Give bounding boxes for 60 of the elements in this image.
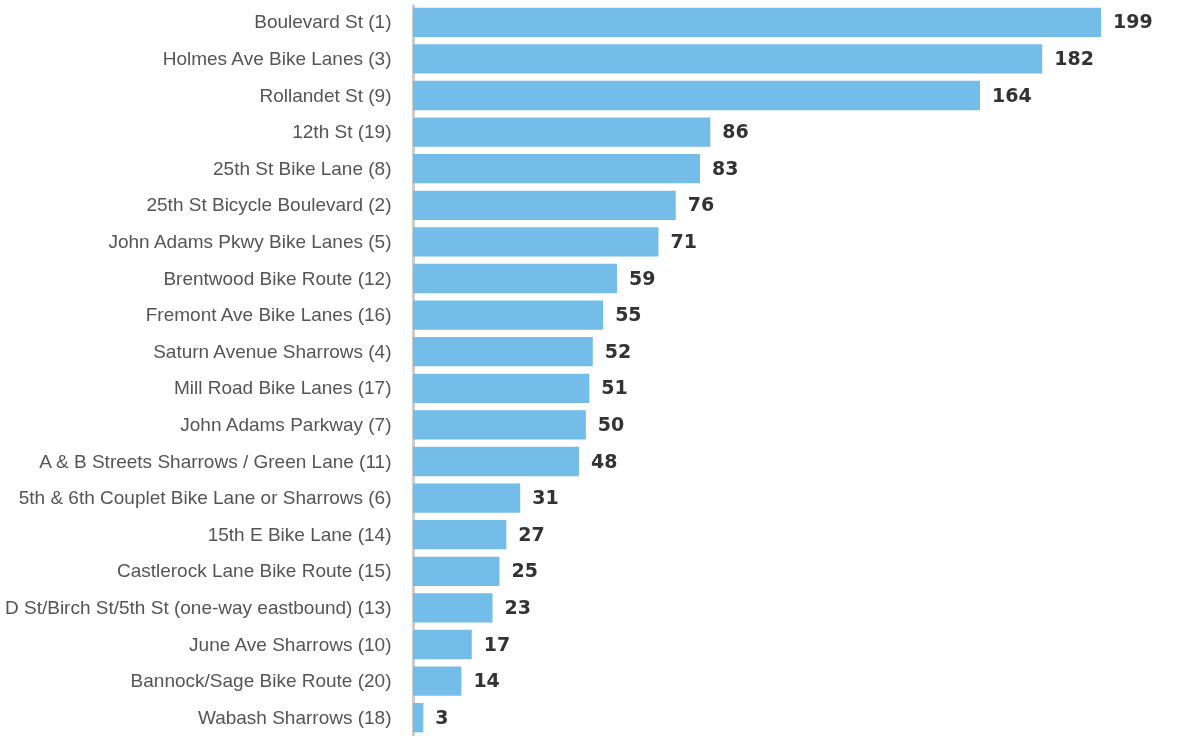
y-tick-label: June Ave Sharrows (10)	[189, 633, 392, 655]
y-tick-label: Holmes Ave Bike Lanes (3)	[162, 47, 392, 69]
data-label: 25	[511, 559, 538, 582]
data-label: 76	[687, 193, 715, 216]
bar	[413, 190, 676, 220]
bar	[413, 80, 980, 111]
bar	[413, 629, 472, 660]
data-label: 23	[504, 595, 531, 618]
data-label: 55	[615, 303, 642, 326]
bar	[413, 520, 507, 550]
y-tick-label: John Adams Pkwy Bike Lanes (5)	[108, 230, 392, 252]
data-label: 27	[518, 522, 545, 545]
data-label: 51	[601, 376, 628, 399]
bar	[413, 410, 586, 440]
data-label: 199	[1113, 10, 1153, 33]
data-label: 31	[532, 486, 559, 509]
y-tick-label: 25th St Bike Lane (8)	[213, 157, 392, 179]
y-tick-label: D St/Birch St/5th St (one-way eastbound) (13)	[4, 596, 392, 618]
data-label: 71	[670, 229, 697, 252]
data-label: 17	[483, 632, 511, 655]
bar	[413, 44, 1043, 74]
y-tick-label: Bannock/Sage Bike Route (20)	[130, 670, 392, 692]
bar	[413, 666, 462, 696]
y-tick-label: John Adams Parkway (7)	[180, 413, 392, 435]
y-tick-label: 25th St Bicycle Boulevard (2)	[146, 194, 392, 216]
data-label: 86	[722, 120, 749, 143]
data-label: 3	[435, 705, 449, 728]
data-label: 48	[590, 449, 618, 472]
data-label: 52	[604, 339, 632, 362]
data-label: 14	[473, 669, 500, 692]
data-label: 164	[991, 83, 1032, 106]
bar	[413, 300, 604, 330]
y-tick-label: Boulevard St (1)	[254, 11, 392, 33]
bar	[413, 446, 579, 477]
y-tick-label: Mill Road Bike Lanes (17)	[173, 377, 392, 399]
bar	[413, 117, 711, 147]
bar	[413, 556, 500, 586]
data-label: 50	[597, 412, 625, 435]
bar	[413, 373, 590, 403]
bar	[413, 483, 521, 513]
data-label: 83	[711, 156, 739, 179]
y-tick-label: 5th & 6th Couplet Bike Lane or Sharrows (6)	[18, 487, 392, 509]
bar	[413, 703, 424, 733]
y-tick-label: Saturn Avenue Sharrows (4)	[153, 340, 392, 362]
data-label: 59	[628, 266, 656, 289]
y-tick-label: Rollandet St (9)	[259, 84, 392, 106]
y-tick-label: A & B Streets Sharrows / Green Lane (11)	[39, 450, 392, 472]
data-label: 182	[1054, 46, 1094, 69]
bar	[413, 154, 700, 184]
y-tick-label: Fremont Ave Bike Lanes (16)	[145, 304, 392, 326]
bar	[413, 7, 1101, 37]
bar	[413, 337, 593, 367]
y-tick-label: Brentwood Bike Route (12)	[163, 267, 392, 289]
bar	[413, 227, 659, 257]
y-tick-label: Castlerock Lane Bike Route (15)	[116, 560, 392, 582]
bar	[413, 593, 493, 623]
y-tick-label: 15th E Bike Lane (14)	[207, 523, 392, 545]
y-tick-label: Wabash Sharrows (18)	[197, 706, 392, 728]
bar	[413, 263, 617, 294]
y-tick-label: 12th St (19)	[292, 121, 392, 143]
